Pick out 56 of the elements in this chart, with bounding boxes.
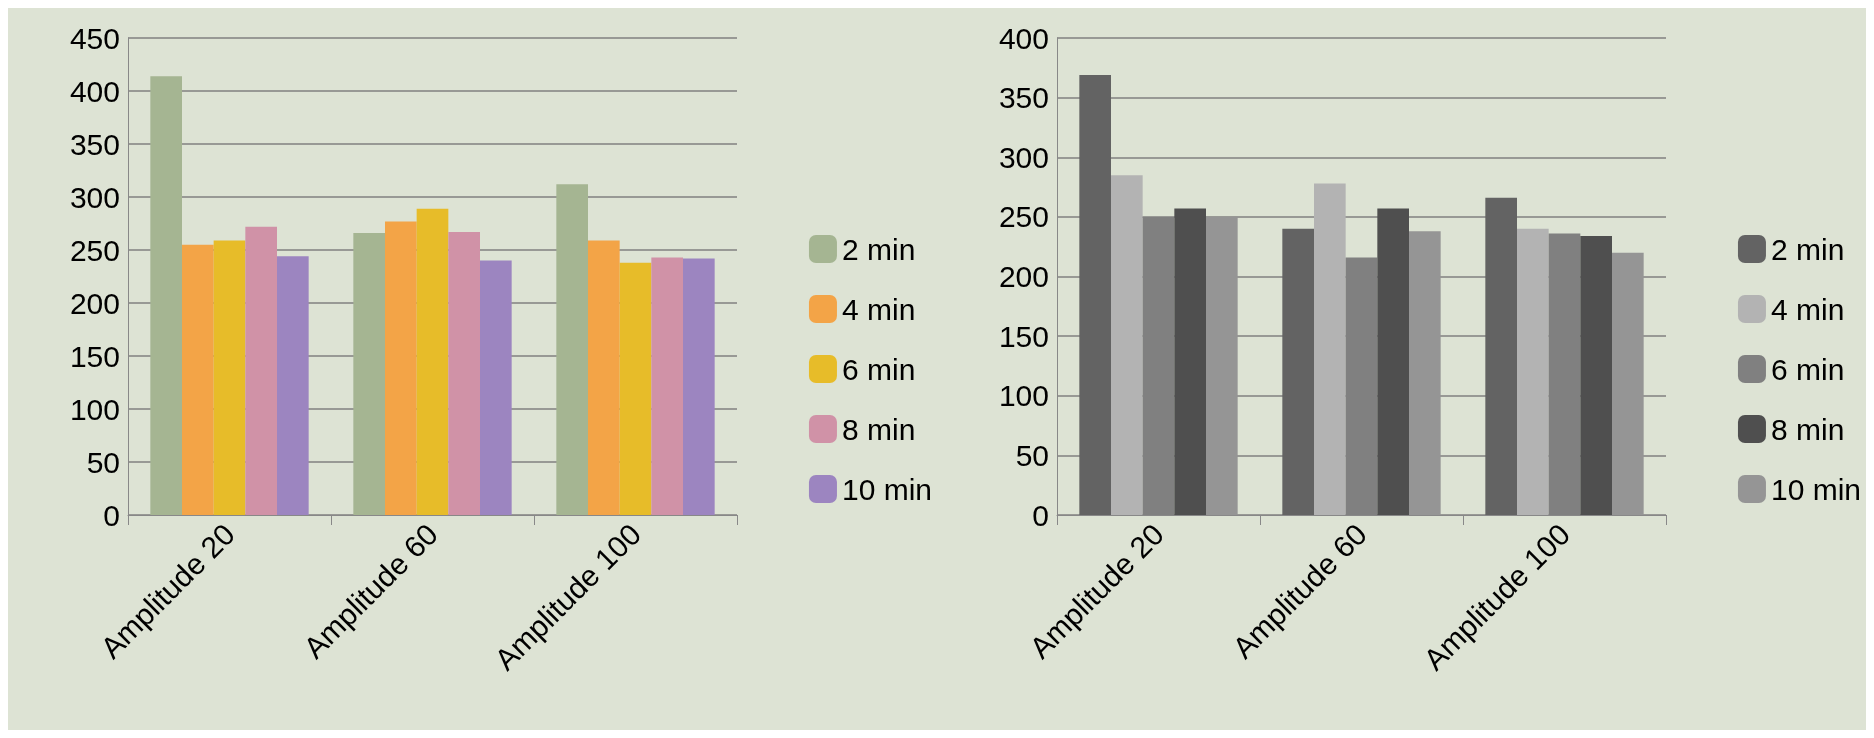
y-tick-label: 400 (998, 21, 1049, 55)
y-tick-label: 300 (998, 140, 1049, 174)
bar (1517, 228, 1549, 515)
bar (245, 226, 277, 515)
bar (480, 260, 512, 515)
bar (1282, 228, 1314, 515)
y-tick-label: 0 (103, 498, 120, 532)
y-tick-label: 250 (998, 200, 1049, 234)
bar (1377, 208, 1409, 515)
y-tick-label: 450 (69, 21, 120, 55)
legend-label: 2 min (1770, 232, 1845, 266)
bar (651, 257, 683, 515)
y-tick-label: 400 (69, 74, 120, 108)
legend-label: 8 min (841, 412, 916, 446)
bar (182, 244, 214, 515)
y-tick-label: 150 (998, 319, 1049, 353)
legend-label: 4 min (841, 292, 916, 326)
bar (556, 184, 588, 515)
y-tick-label: 200 (998, 260, 1049, 293)
legend-label: 10 min (1770, 472, 1861, 506)
y-tick-label: 100 (998, 379, 1049, 413)
bar (1079, 74, 1111, 515)
bar (416, 208, 449, 515)
bar (1314, 183, 1346, 515)
legend-label: 2 min (841, 232, 916, 266)
bar (1409, 231, 1441, 515)
bar (1580, 235, 1612, 515)
y-tick-label: 150 (69, 339, 120, 373)
y-tick-label: 100 (69, 392, 120, 426)
bar (353, 233, 385, 515)
y-tick-label: 50 (86, 445, 120, 479)
y-tick-label: 50 (1015, 438, 1049, 472)
bar (1174, 208, 1206, 515)
bar (385, 221, 417, 515)
bar (683, 258, 715, 515)
bar (448, 231, 480, 515)
bar (1111, 175, 1143, 515)
y-tick-label: 0 (1032, 498, 1049, 532)
y-tick-label: 350 (998, 81, 1049, 115)
bar (619, 262, 652, 515)
legend-label: 4 min (1770, 292, 1845, 326)
bar (1612, 252, 1644, 515)
bar (277, 256, 309, 515)
legend-label: 6 min (1770, 352, 1845, 386)
y-tick-label: 350 (69, 127, 120, 161)
y-tick-label: 200 (69, 286, 120, 320)
legend-label: 10 min (841, 472, 932, 506)
y-tick-label: 250 (69, 233, 120, 267)
legend-label: 6 min (841, 352, 916, 386)
bar (1485, 197, 1517, 515)
bar (213, 240, 246, 515)
y-tick-label: 300 (69, 180, 120, 214)
legend-label: 8 min (1770, 412, 1845, 446)
bar (150, 76, 182, 515)
bar (1206, 216, 1238, 515)
bar (588, 240, 620, 515)
